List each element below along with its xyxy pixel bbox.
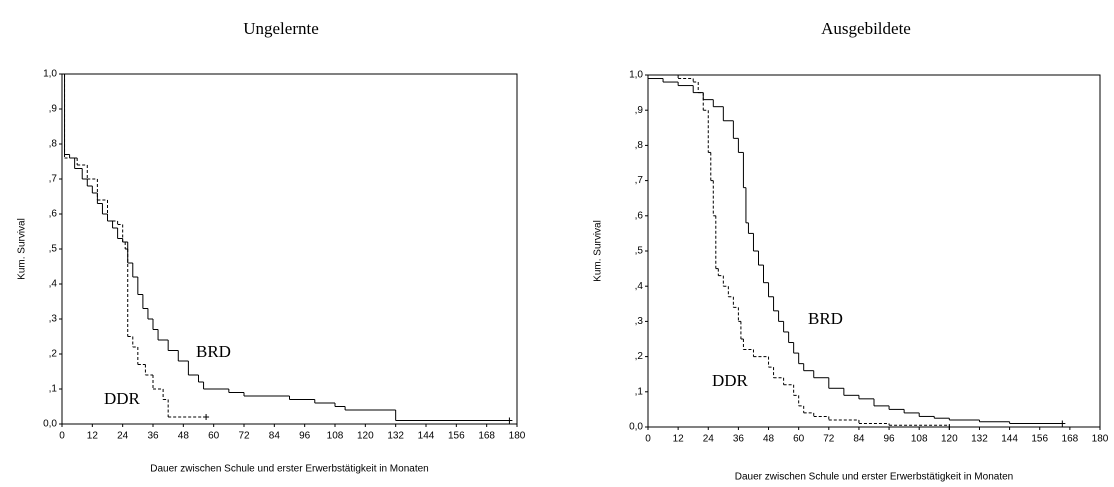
end-mark	[506, 417, 513, 424]
y-tick-label: ,8	[49, 139, 58, 150]
x-tick-label: 60	[208, 431, 220, 442]
annotation: BRD	[808, 309, 843, 328]
y-tick-label: ,5	[49, 244, 58, 255]
y-tick-label: ,8	[635, 140, 644, 151]
x-tick-label: 72	[238, 431, 250, 442]
y-tick-label: ,3	[635, 316, 644, 327]
x-tick-label: 144	[418, 431, 435, 442]
end-mark	[203, 414, 210, 420]
y-tick-label: ,6	[635, 210, 644, 221]
y-tick-label: ,2	[49, 349, 58, 360]
y-tick-label: ,2	[635, 351, 644, 362]
chart-title: Ausgebildete	[821, 19, 911, 38]
y-tick-label: ,5	[635, 246, 644, 257]
chart-title: Ungelernte	[243, 19, 319, 38]
y-tick-label: ,4	[635, 281, 644, 292]
end-mark	[946, 424, 953, 430]
x-axis-label: Dauer zwischen Schule und erster Erwerbs…	[735, 472, 1013, 483]
y-tick-label: ,4	[49, 279, 58, 290]
y-tick-label: 1,0	[629, 70, 643, 81]
y-tick-label: ,1	[635, 386, 644, 397]
x-tick-label: 168	[478, 431, 495, 442]
x-tick-label: 132	[971, 434, 988, 445]
x-tick-label: 108	[911, 434, 928, 445]
x-tick-label: 60	[793, 434, 805, 445]
x-tick-label: 84	[269, 431, 281, 442]
x-tick-label: 24	[703, 434, 715, 445]
annotation: DDR	[712, 371, 749, 390]
y-tick-label: ,7	[49, 174, 58, 185]
x-tick-label: 36	[147, 431, 159, 442]
x-tick-label: 36	[733, 434, 745, 445]
x-tick-label: 156	[1031, 434, 1048, 445]
x-axis-label: Dauer zwischen Schule und erster Erwerbs…	[150, 464, 428, 475]
x-tick-label: 180	[1092, 434, 1109, 445]
y-tick-label: ,3	[49, 314, 58, 325]
y-tick-label: ,1	[49, 384, 58, 395]
x-tick-label: 120	[941, 434, 958, 445]
x-tick-label: 0	[645, 434, 651, 445]
y-tick-label: ,6	[49, 209, 58, 220]
y-tick-label: ,9	[49, 104, 58, 115]
y-tick-label: ,7	[635, 175, 644, 186]
y-tick-label: 0,0	[629, 422, 643, 433]
x-tick-label: 96	[299, 431, 311, 442]
x-tick-label: 48	[178, 431, 190, 442]
x-tick-label: 12	[673, 434, 685, 445]
y-tick-label: 0,0	[43, 419, 57, 430]
y-axis-label: Kum. Survival	[17, 218, 28, 280]
x-tick-label: 48	[763, 434, 775, 445]
x-tick-label: 168	[1062, 434, 1079, 445]
x-tick-label: 24	[117, 431, 129, 442]
x-tick-label: 96	[884, 434, 896, 445]
x-tick-label: 72	[823, 434, 835, 445]
plot-frame	[61, 73, 518, 425]
x-tick-label: 156	[448, 431, 465, 442]
x-tick-label: 12	[87, 431, 99, 442]
x-tick-label: 0	[59, 431, 65, 442]
y-tick-label: 1,0	[43, 69, 57, 80]
y-axis-label: Kum. Survival	[593, 220, 604, 282]
annotation: DDR	[104, 389, 141, 408]
x-tick-label: 132	[387, 431, 404, 442]
y-tick-label: ,9	[635, 105, 644, 116]
x-tick-label: 144	[1001, 434, 1018, 445]
end-mark	[1059, 420, 1066, 427]
x-tick-label: 120	[357, 431, 374, 442]
annotation: BRD	[196, 342, 231, 361]
x-tick-label: 108	[327, 431, 344, 442]
x-tick-label: 84	[853, 434, 865, 445]
x-tick-label: 180	[509, 431, 526, 442]
